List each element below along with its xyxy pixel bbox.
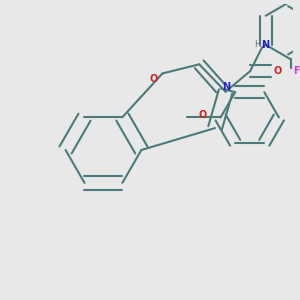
Text: O: O xyxy=(199,110,207,120)
Text: O: O xyxy=(274,66,282,76)
Text: O: O xyxy=(150,74,158,84)
Text: N: N xyxy=(222,82,230,92)
Text: H: H xyxy=(254,40,261,50)
Text: N: N xyxy=(261,40,269,50)
Text: F: F xyxy=(293,66,300,76)
